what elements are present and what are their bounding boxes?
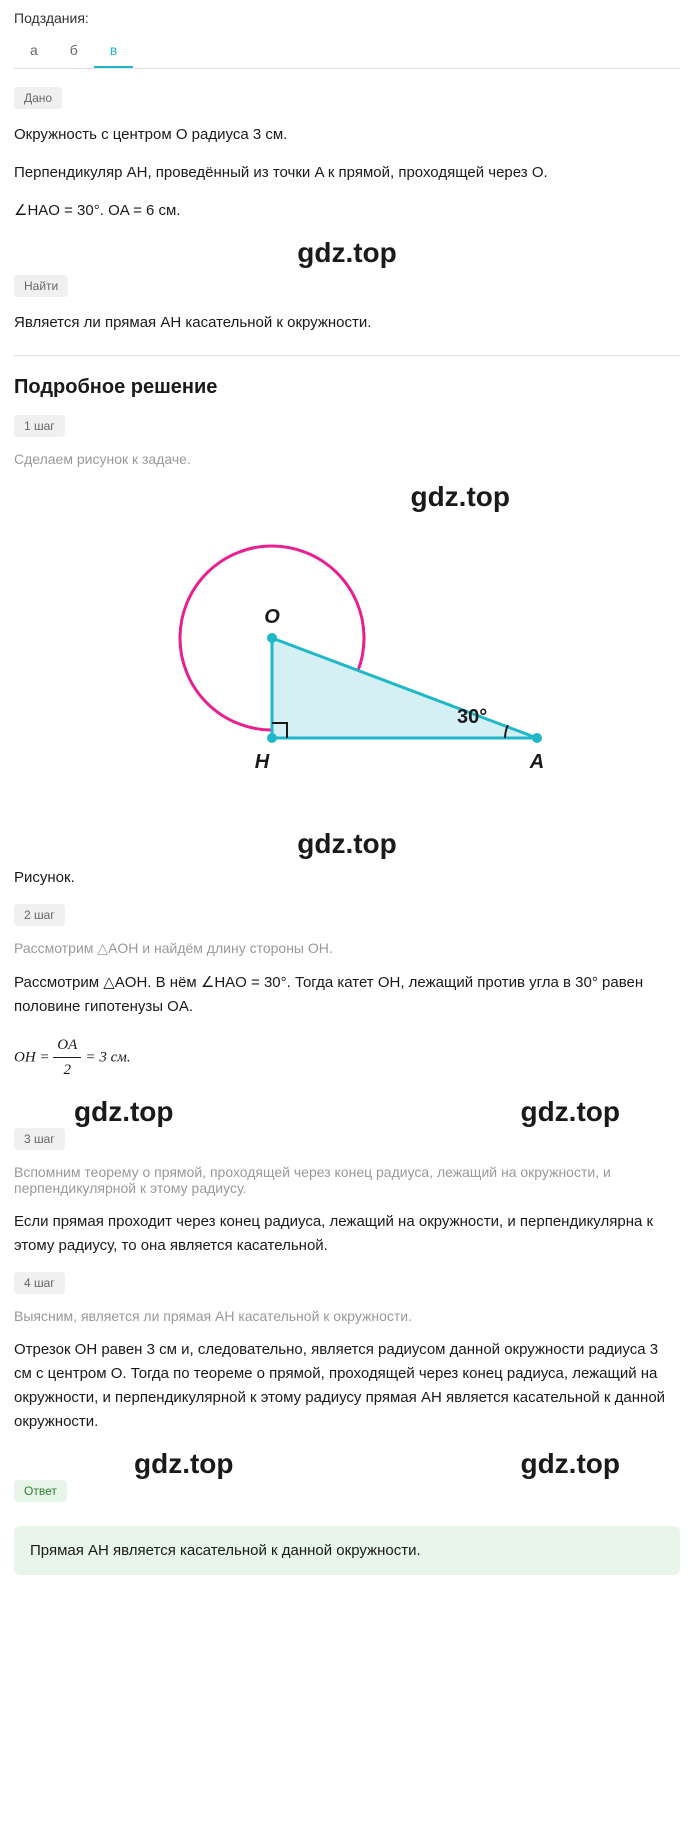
given-line2: Перпендикуляр AH, проведённый из точки A…	[14, 161, 680, 185]
diagram: O H A 30°	[14, 523, 680, 808]
fraction: OA 2	[53, 1033, 81, 1082]
answer-badge: Ответ	[14, 1480, 67, 1502]
step4-badge: 4 шаг	[14, 1272, 65, 1294]
formula-right: = 3 см.	[85, 1049, 130, 1065]
step3-badge: 3 шаг	[14, 1128, 65, 1150]
divider	[14, 355, 680, 356]
watermark: gdz.top	[520, 1448, 620, 1480]
label-H: H	[255, 751, 270, 773]
step4-text1: Отрезок OH равен 3 см и, следовательно, …	[14, 1338, 680, 1434]
watermark: gdz.top	[520, 1096, 620, 1128]
tab-a[interactable]: а	[14, 34, 54, 68]
step1-badge: 1 шаг	[14, 415, 65, 437]
watermark: gdz.top	[14, 237, 680, 269]
step2-badge: 2 шаг	[14, 904, 65, 926]
fraction-den: 2	[53, 1058, 81, 1082]
given-line3: ∠HAO = 30°. OA = 6 см.	[14, 199, 680, 223]
point-H	[267, 733, 277, 743]
watermark: gdz.top	[74, 1096, 174, 1128]
step1-caption: Рисунок.	[14, 866, 680, 890]
watermark: gdz.top	[74, 1448, 234, 1480]
formula-left: OH =	[14, 1049, 53, 1065]
subtitle: Подздания:	[14, 10, 680, 26]
given-line1: Окружность с центром O радиуса 3 см.	[14, 123, 680, 147]
point-A	[532, 733, 542, 743]
step1-desc: Сделаем рисунок к задаче.	[14, 451, 680, 467]
find-line1: Является ли прямая AH касательной к окру…	[14, 311, 680, 335]
watermark-dual: gdz.top gdz.top	[14, 1448, 680, 1480]
given-badge: Дано	[14, 87, 62, 109]
tabs-container: а б в	[14, 34, 680, 69]
step4-desc: Выясним, является ли прямая AH касательн…	[14, 1308, 680, 1324]
angle-label: 30°	[457, 706, 487, 728]
step3-desc: Вспомним теорему о прямой, проходящей че…	[14, 1164, 680, 1196]
step3-text1: Если прямая проходит через конец радиуса…	[14, 1210, 680, 1258]
label-A: A	[529, 751, 544, 773]
label-O: O	[264, 606, 280, 628]
watermark: gdz.top	[14, 828, 680, 860]
tab-v[interactable]: в	[94, 34, 133, 68]
triangle	[272, 638, 537, 738]
tab-b[interactable]: б	[54, 34, 94, 68]
answer-box: Прямая AH является касательной к данной …	[14, 1526, 680, 1575]
step2-desc: Рассмотрим △AOH и найдём длину стороны O…	[14, 940, 680, 957]
solution-heading: Подробное решение	[14, 376, 680, 399]
watermark-dual: gdz.top gdz.top	[14, 1096, 680, 1128]
step2-text1: Рассмотрим △AOH. В нём ∠HAO = 30°. Тогда…	[14, 971, 680, 1019]
point-O	[267, 633, 277, 643]
fraction-num: OA	[53, 1033, 81, 1058]
step2-formula: OH = OA 2 = 3 см.	[14, 1033, 680, 1082]
find-badge: Найти	[14, 275, 68, 297]
watermark: gdz.top	[14, 481, 680, 513]
